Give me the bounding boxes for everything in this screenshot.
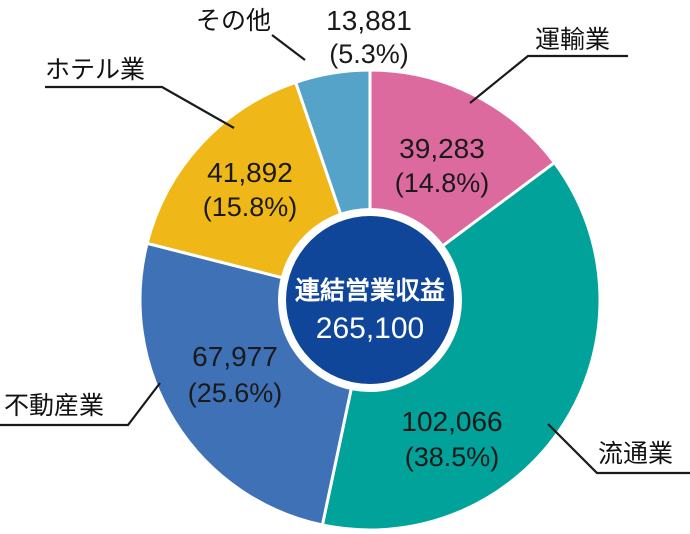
category-label-fudosan: 不動産業 bbox=[4, 391, 104, 420]
slice-percent-sonota: (5.3%) bbox=[329, 39, 409, 69]
leader-line-sonota bbox=[271, 34, 306, 61]
pie-slice-ryutsu bbox=[320, 160, 602, 532]
center-title: 連結営業収益 bbox=[295, 276, 445, 305]
center-circle bbox=[286, 216, 454, 384]
category-label-ryutsu: 流通業 bbox=[598, 439, 673, 468]
category-label-unyu: 運輸業 bbox=[535, 25, 610, 54]
leader-line-unyu bbox=[469, 54, 628, 104]
center-value: 265,100 bbox=[316, 312, 424, 345]
leader-line-hotel bbox=[45, 85, 235, 129]
category-label-hotel: ホテル業 bbox=[45, 55, 145, 84]
slice-value-ryutsu: 102,066 bbox=[401, 406, 502, 437]
slice-value-sonota: 13,881 bbox=[326, 5, 412, 36]
slice-percent-unyu: (14.8%) bbox=[395, 168, 490, 198]
leader-line-fudosan bbox=[0, 382, 161, 427]
category-label-sonota: その他 bbox=[196, 6, 271, 35]
leader-line-ryutsu bbox=[547, 423, 690, 475]
slice-value-unyu: 39,283 bbox=[399, 133, 485, 164]
slice-value-fudosan: 67,977 bbox=[192, 341, 278, 372]
slice-value-hotel: 41,892 bbox=[207, 157, 293, 188]
slice-percent-ryutsu: (38.5%) bbox=[405, 442, 500, 472]
slice-percent-fudosan: (25.6%) bbox=[188, 378, 283, 408]
slice-percent-hotel: (15.8%) bbox=[203, 192, 298, 222]
